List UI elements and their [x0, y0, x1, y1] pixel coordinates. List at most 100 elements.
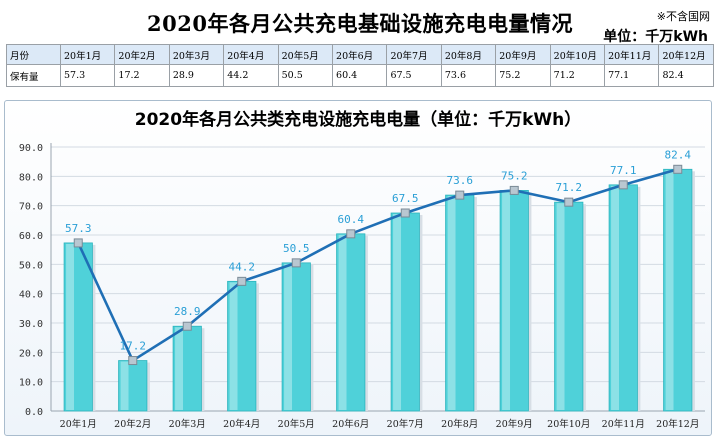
bar — [172, 325, 202, 412]
line-marker — [237, 276, 247, 286]
line-marker — [291, 258, 301, 268]
bar-highlight — [175, 327, 184, 410]
line-marker — [400, 208, 410, 218]
line-marker — [618, 180, 628, 190]
line-marker — [128, 356, 138, 366]
data-label: 57.3 — [65, 222, 92, 235]
data-label: 28.9 — [174, 305, 201, 318]
data-label: 77.1 — [610, 164, 637, 177]
table-cell-value: 77.1 — [604, 64, 660, 87]
table-cell-month: 20年2月 — [114, 44, 170, 65]
table-cell-value: 44.2 — [223, 64, 279, 87]
table-value-row: 保有量 57.3 17.2 28.9 44.2 50.5 60.4 67.5 7… — [6, 64, 714, 87]
bar — [663, 168, 693, 412]
table-cell-month: 20年4月 — [223, 44, 279, 65]
x-tick-label: 20年2月 — [114, 418, 151, 430]
bar-highlight — [338, 234, 347, 410]
line-marker — [182, 321, 192, 331]
table-cell-month: 20年6月 — [332, 44, 388, 65]
table-cell-value: 82.4 — [658, 64, 714, 87]
x-tick-label: 20年6月 — [332, 418, 369, 430]
bar-highlight — [665, 170, 674, 410]
x-tick-label: 20年1月 — [60, 418, 97, 430]
table-cell-value: 28.9 — [168, 64, 225, 87]
bar — [554, 201, 584, 412]
note-text: ※不含国网 — [656, 10, 710, 23]
y-tick-label: 50.0 — [19, 260, 43, 271]
table-cell-value: 67.5 — [386, 64, 442, 87]
y-tick-label: 70.0 — [19, 202, 43, 213]
y-tick-label: 80.0 — [19, 172, 43, 183]
table-cell-value: 60.4 — [332, 64, 388, 87]
data-label: 50.5 — [283, 242, 310, 255]
table-cell-month: 20年10月 — [549, 44, 606, 65]
bar — [499, 190, 529, 412]
bar-highlight — [120, 361, 129, 410]
chart-frame: 2020年各月公共类充电设施充电电量（单位：千万kWh） 0.0 10.0 20.0… — [4, 100, 712, 436]
line-marker — [455, 190, 465, 200]
x-tick-label: 20年12月 — [656, 418, 699, 430]
table-cell-month: 20年9月 — [495, 44, 551, 65]
data-label: 75.2 — [501, 169, 528, 182]
table-cell-value: 50.5 — [277, 64, 334, 87]
y-tick-label: 0.0 — [25, 407, 43, 418]
page-title: 2020年各月公共充电基础设施充电电量情况 — [147, 11, 573, 36]
unit-label: 单位：千万kWh — [603, 29, 708, 45]
x-tick-label: 20年11月 — [602, 418, 645, 430]
table-cell-month: 20年5月 — [277, 44, 334, 65]
x-tick-label: 20年4月 — [223, 418, 260, 430]
table-cell-value: 75.2 — [495, 64, 551, 87]
chart-plot: 0.0 10.0 20.0 30.0 40.0 50.0 60.0 70.0 80.0 90.0 2… — [19, 143, 705, 430]
bar-highlight — [229, 282, 238, 410]
data-label: 60.4 — [338, 213, 365, 226]
table-cell-month: 20年1月 — [59, 44, 116, 65]
data-label: 67.5 — [392, 192, 419, 205]
y-tick-label: 20.0 — [19, 348, 43, 359]
x-tick-label: 20年3月 — [169, 418, 206, 430]
bar — [227, 280, 257, 412]
line-marker — [73, 238, 83, 248]
y-tick-label: 30.0 — [19, 319, 43, 330]
table-cell-month: 20年11月 — [604, 44, 660, 65]
data-label: 17.2 — [120, 340, 147, 353]
bar — [118, 360, 148, 412]
line-marker — [509, 185, 519, 195]
data-label: 71.2 — [556, 181, 583, 194]
bar — [63, 242, 93, 412]
bar-highlight — [611, 185, 620, 410]
bar — [390, 212, 420, 412]
data-label: 44.2 — [229, 260, 256, 273]
chart-title: 2020年各月公共类充电设施充电电量（单位：千万kWh） — [134, 110, 582, 130]
line-marker — [346, 229, 356, 239]
line-marker — [564, 197, 574, 207]
x-tick-label: 20年7月 — [387, 418, 424, 430]
y-tick-label: 60.0 — [19, 231, 43, 242]
x-tick-label: 20年5月 — [278, 418, 315, 430]
series-line — [77, 168, 679, 362]
table-cell-value: 73.6 — [440, 64, 497, 87]
table-cell-month: 20年3月 — [168, 44, 225, 65]
line-marker — [673, 164, 683, 174]
data-label: 82.4 — [665, 148, 692, 161]
data-label: 73.6 — [447, 174, 474, 187]
table-header-row: 月份 20年1月 20年2月 20年3月 20年4月 20年5月 20年6月 2… — [6, 44, 714, 65]
table-cell-value: 57.3 — [59, 64, 116, 87]
table-cell-value: 71.2 — [549, 64, 606, 87]
bar-highlight — [556, 203, 565, 410]
bar-highlight — [393, 214, 402, 410]
row-label-month: 月份 — [6, 44, 61, 65]
row-label-value: 保有量 — [6, 64, 61, 87]
table-cell-month: 20年8月 — [440, 44, 497, 65]
x-tick-label: 20年8月 — [441, 418, 478, 430]
data-table: 月份 20年1月 20年2月 20年3月 20年4月 20年5月 20年6月 2… — [6, 44, 714, 87]
table-cell-month: 20年7月 — [386, 44, 442, 65]
x-tick-label: 20年10月 — [547, 418, 590, 430]
bar-highlight — [66, 243, 75, 410]
y-tick-label: 40.0 — [19, 290, 43, 301]
y-tick-label: 90.0 — [19, 143, 43, 154]
table-cell-value: 17.2 — [114, 64, 170, 87]
bar-highlight — [502, 191, 511, 410]
y-tick-label: 10.0 — [19, 378, 43, 389]
table-cell-month: 20年12月 — [658, 44, 714, 65]
bar — [281, 262, 311, 412]
